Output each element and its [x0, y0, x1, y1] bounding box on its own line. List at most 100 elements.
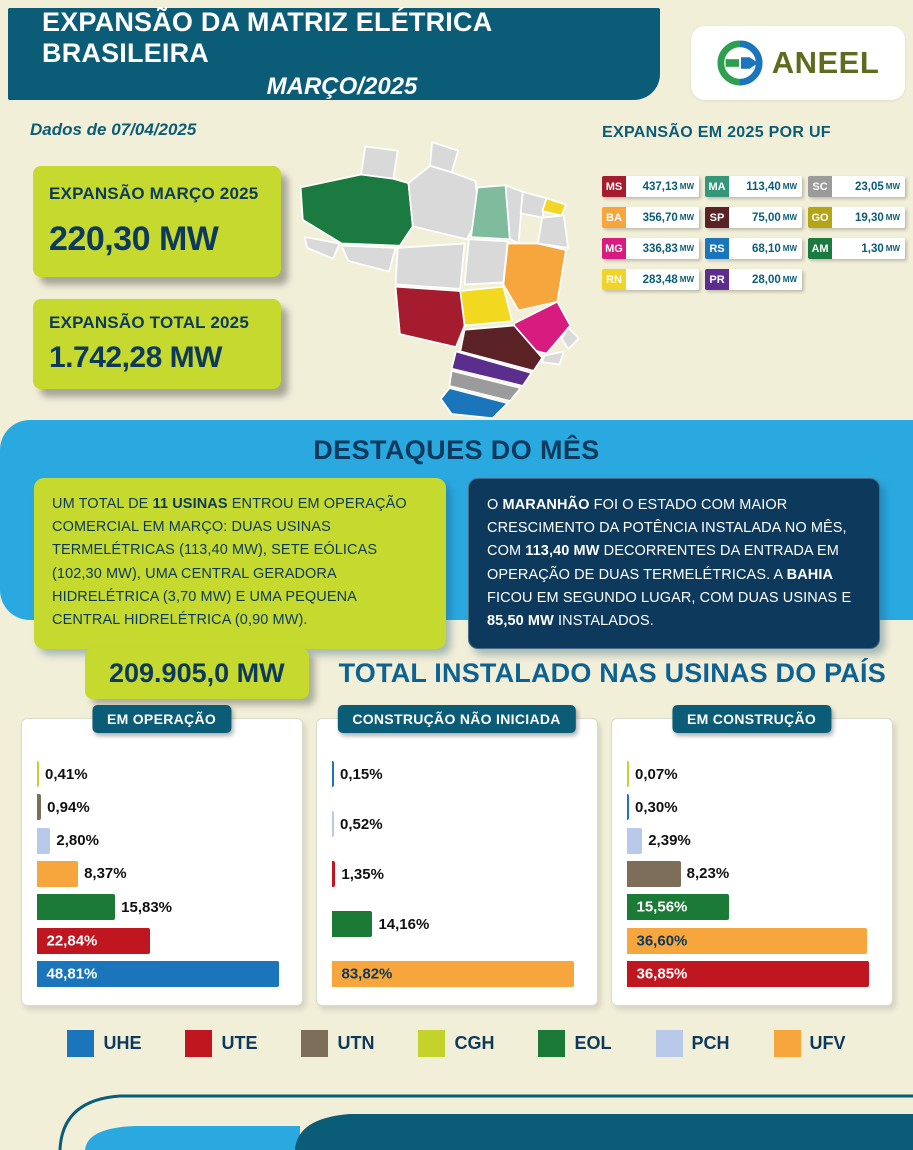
bar-value-label: 0,94%: [47, 798, 90, 816]
legend-label: PCH: [691, 1033, 730, 1053]
state-pa: [407, 165, 481, 241]
expansion-total-value: 1.742,28 MW: [49, 341, 222, 374]
highlights-title: DESTAQUES DO MÊS: [313, 435, 600, 465]
uf-item-sc: SC 23,05 MW: [808, 176, 905, 197]
uf-item-rs: RS 68,10 MW: [705, 238, 802, 259]
bar-eol: 15,56%: [626, 894, 729, 921]
bar-row-ute: 1,35%: [331, 861, 582, 887]
bar-eol: [36, 894, 116, 921]
bar-row-utn: 8,23%: [626, 860, 877, 887]
legend-item-utn: UTN: [301, 1030, 374, 1057]
bar-ute: 22,84%: [36, 927, 150, 954]
uf-code-badge: SC: [808, 176, 832, 197]
aneel-symbol-icon: [717, 40, 763, 86]
uf-value: 113,40 MW: [729, 176, 802, 197]
bar-ufv: [36, 860, 79, 887]
bar-value-label: 0,30%: [635, 798, 678, 816]
bar-cgh: [626, 761, 629, 787]
state-rs: [439, 387, 509, 420]
uf-code-badge: RS: [705, 238, 729, 259]
uf-value: 28,00 MW: [729, 269, 802, 290]
uf-code-badge: MG: [602, 238, 626, 259]
chart-title: EM CONSTRUÇÃO: [671, 705, 832, 733]
state-ce: [519, 190, 548, 219]
legend-swatch-eol: [538, 1030, 566, 1057]
bar-pch: [626, 827, 643, 854]
bar-row-eol: 14,16%: [331, 911, 582, 937]
uf-code-badge: PR: [705, 269, 729, 290]
uf-item-sp: SP 75,00 MW: [705, 207, 802, 228]
uf-item-pr: PR 28,00 MW: [705, 269, 802, 290]
state-ma: [470, 184, 511, 241]
bar-row-ufv: 83,82%: [331, 961, 582, 987]
total-installed-badge: 209.905,0 MW: [85, 648, 309, 699]
uf-value: 19,30 MW: [832, 207, 905, 228]
legend-swatch-utn: [301, 1030, 329, 1057]
legend-row: UHE UTE UTN CGH EOL PCH UFV: [0, 1030, 913, 1057]
bar-row-uhe: 0,15%: [331, 761, 582, 787]
bar-ufv: 36,60%: [626, 927, 868, 954]
bar-value-label: 2,80%: [56, 832, 99, 850]
expansion-total-label: EXPANSÃO TOTAL 2025: [49, 313, 249, 332]
bar-cgh: [36, 761, 39, 787]
state-mt: [394, 242, 466, 290]
bar-row-ufv: 8,37%: [36, 860, 287, 887]
state-sp: [459, 324, 544, 372]
uf-value: 283,48 MW: [626, 269, 699, 290]
chart-bars: 0,07% 0,30% 2,39% 8,23% 15,56% 36,60% 36,85%: [626, 761, 877, 987]
bar-value-label: 36,85%: [636, 965, 688, 983]
chart-bars: 0,15% 0,52% 1,35% 14,16% 83,82%: [331, 761, 582, 987]
header: EXPANSÃO DA MATRIZ ELÉTRICA BRASILEIRA M…: [8, 7, 660, 100]
bar-ufv: 83,82%: [331, 961, 574, 987]
bar-row-uhe: 0,30%: [626, 794, 877, 821]
bar-pch: [331, 811, 334, 837]
bar-row-uhe: 48,81%: [36, 960, 287, 987]
highlight-right-box: O MARANHÃO FOI O ESTADO COM MAIOR CRESCI…: [468, 478, 880, 650]
bar-value-label: 14,16%: [378, 915, 430, 933]
uf-value: 68,10 MW: [729, 238, 802, 259]
state-sc: [448, 369, 522, 402]
uf-item-go: GO 19,30 MW: [808, 207, 905, 228]
expansion-month-box: EXPANSÃO MARÇO 2025 220,30 MW: [33, 166, 281, 277]
bar-row-pch: 2,39%: [626, 827, 877, 854]
uf-code-badge: GO: [808, 207, 832, 228]
state-go: [459, 285, 513, 327]
bar-row-ufv: 36,60%: [626, 927, 877, 954]
bar-utn: [626, 860, 681, 887]
legend-item-uhe: UHE: [67, 1030, 141, 1057]
bar-value-label: 0,15%: [340, 765, 383, 783]
uf-code-badge: AM: [808, 238, 832, 259]
bar-value-label: 8,37%: [84, 865, 127, 883]
legend-item-cgh: CGH: [418, 1030, 494, 1057]
bar-value-label: 36,60%: [636, 932, 688, 950]
bar-value-label: 2,39%: [648, 832, 691, 850]
page-subtitle: MARÇO/2025: [266, 73, 418, 100]
chart-card-construcao-nao-iniciada: CONSTRUÇÃO NÃO INICIADA 0,15% 0,52% 1,35% 1…: [315, 705, 598, 1006]
state-ms: [394, 285, 466, 348]
uf-code-badge: SP: [705, 207, 729, 228]
legend-label: UHE: [103, 1033, 142, 1053]
bar-uhe: [331, 761, 334, 787]
state-ac: [304, 236, 341, 260]
legend-swatch-pch: [655, 1030, 683, 1057]
uf-value: 336,83 MW: [626, 238, 699, 259]
uf-code-badge: MS: [602, 176, 626, 197]
page-title: EXPANSÃO DA MATRIZ ELÉTRICA BRASILEIRA: [42, 7, 492, 68]
chart-title: EM OPERAÇÃO: [91, 705, 232, 733]
legend-item-ute: UTE: [185, 1030, 257, 1057]
uf-panel-title: EXPANSÃO EM 2025 POR UF: [602, 124, 831, 141]
legend-label: UFV: [809, 1033, 846, 1053]
brazil-map: [292, 140, 594, 420]
uf-item-rn: RN 283,48 MW: [602, 269, 699, 290]
uf-value: 356,70 MW: [626, 207, 699, 228]
highlights-band: DESTAQUES DO MÊS UM TOTAL DE 11 USINAS E…: [0, 420, 913, 650]
legend-label: UTE: [221, 1033, 258, 1053]
state-to: [463, 238, 509, 286]
uf-value: 1,30 MW: [832, 238, 905, 259]
bar-row-eol: 15,56%: [626, 894, 877, 921]
bar-value-label: 1,35%: [341, 865, 384, 883]
legend-swatch-ufv: [773, 1030, 801, 1057]
state-pb-pe-al-se: [537, 214, 569, 249]
bar-eol: [331, 911, 373, 937]
expansion-month-label: EXPANSÃO MARÇO 2025: [49, 184, 259, 203]
